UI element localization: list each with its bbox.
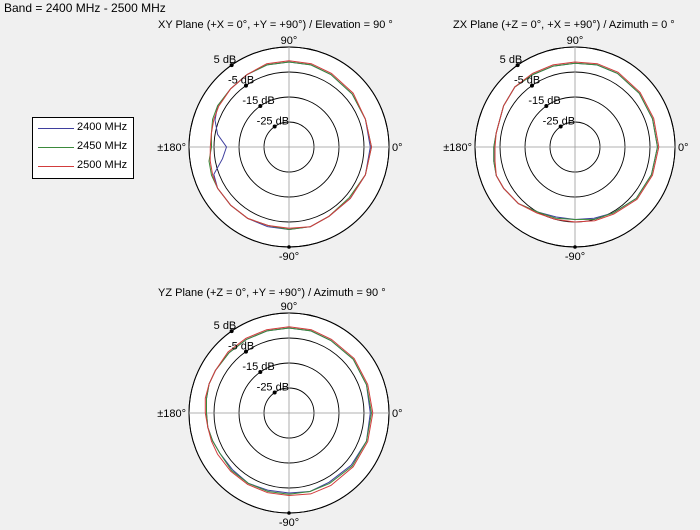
xy-plane-title: XY Plane (+X = 0°, +Y = +90°) / Elevatio… bbox=[158, 19, 393, 31]
yz-radial-dot-2 bbox=[258, 370, 263, 375]
legend-swatch-2450 bbox=[38, 147, 74, 148]
xy-radial-label-1: -5 dB bbox=[228, 75, 254, 87]
yz-radial-label-0: 5 dB bbox=[214, 320, 237, 332]
xy-radial-label-2: -15 dB bbox=[242, 95, 274, 107]
zx-radial-label-3: -25 dB bbox=[543, 116, 575, 128]
zx-series-2 bbox=[494, 61, 660, 223]
yz-bottom-tick bbox=[287, 511, 291, 515]
zx-angle-label-left: ±180° bbox=[443, 142, 472, 154]
yz-radial-dot-1 bbox=[243, 349, 248, 354]
legend: 2400 MHz 2450 MHz 2500 MHz bbox=[32, 117, 134, 179]
legend-item-2450: 2450 MHz bbox=[33, 138, 133, 156]
zx-plane-title: ZX Plane (+Z = 0°, +X = +90°) / Azimuth … bbox=[453, 19, 675, 31]
yz-radial-label-3: -25 dB bbox=[257, 382, 289, 394]
legend-label-2500: 2500 MHz bbox=[77, 159, 128, 171]
legend-label-2400: 2400 MHz bbox=[77, 121, 128, 133]
zx-angle-label-top: 90° bbox=[567, 35, 584, 47]
yz-angle-label-right: 0° bbox=[392, 408, 403, 420]
xy-radial-dot-1 bbox=[243, 83, 248, 88]
xy-angle-label-bottom: -90° bbox=[279, 251, 299, 263]
zx-radial-dot-0 bbox=[515, 63, 520, 68]
zx-radial-label-2: -15 dB bbox=[528, 95, 560, 107]
yz-radial-dot-0 bbox=[229, 329, 234, 334]
legend-swatch-2400 bbox=[38, 128, 74, 129]
xy-radial-label-3: -25 dB bbox=[257, 116, 289, 128]
yz-angle-label-bottom: -90° bbox=[279, 517, 299, 529]
xy-angle-label-right: 0° bbox=[392, 142, 403, 154]
zx-radial-dot-3 bbox=[558, 124, 563, 129]
legend-label-2450: 2450 MHz bbox=[77, 140, 128, 152]
zx-bottom-tick bbox=[573, 245, 577, 249]
yz-radial-label-1: -5 dB bbox=[228, 341, 254, 353]
yz-series-2 bbox=[204, 326, 374, 497]
zx-series-1 bbox=[493, 62, 659, 221]
yz-plane-title: YZ Plane (+Z = 0°, +Y = +90°) / Azimuth … bbox=[158, 287, 386, 299]
band-title: Band = 2400 MHz - 2500 MHz bbox=[4, 1, 166, 15]
zx-radial-label-1: -5 dB bbox=[514, 75, 540, 87]
xy-series-2 bbox=[209, 60, 373, 229]
zx-radial-dot-1 bbox=[529, 83, 534, 88]
xy-angle-label-top: 90° bbox=[281, 35, 298, 47]
zx-radial-label-0: 5 dB bbox=[500, 54, 523, 66]
yz-angle-label-left: ±180° bbox=[157, 408, 186, 420]
xy-bottom-tick bbox=[287, 245, 291, 249]
xy-radial-dot-0 bbox=[229, 63, 234, 68]
xy-angle-label-left: ±180° bbox=[157, 142, 186, 154]
xy-radial-label-0: 5 dB bbox=[214, 54, 237, 66]
zx-angle-label-bottom: -90° bbox=[565, 251, 585, 263]
legend-item-2400: 2400 MHz bbox=[33, 119, 133, 137]
yz-radial-dot-3 bbox=[272, 390, 277, 395]
xy-radial-dot-2 bbox=[258, 104, 263, 109]
yz-series-1 bbox=[206, 327, 373, 495]
legend-swatch-2500 bbox=[38, 166, 74, 167]
xy-radial-dot-3 bbox=[272, 124, 277, 129]
yz-angle-label-top: 90° bbox=[281, 301, 298, 313]
zx-angle-label-right: 0° bbox=[678, 142, 689, 154]
yz-radial-label-2: -15 dB bbox=[242, 361, 274, 373]
legend-item-2500: 2500 MHz bbox=[33, 157, 133, 175]
zx-radial-dot-2 bbox=[544, 104, 549, 109]
